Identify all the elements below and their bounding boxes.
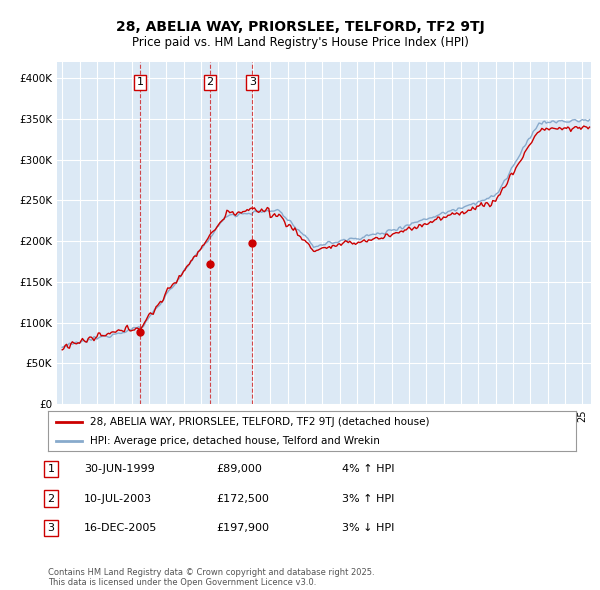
Text: 4% ↑ HPI: 4% ↑ HPI — [342, 464, 395, 474]
Text: 30-JUN-1999: 30-JUN-1999 — [84, 464, 155, 474]
Text: 3% ↓ HPI: 3% ↓ HPI — [342, 523, 394, 533]
Text: £197,900: £197,900 — [216, 523, 269, 533]
Text: £89,000: £89,000 — [216, 464, 262, 474]
Text: 3: 3 — [47, 523, 55, 533]
Text: Contains HM Land Registry data © Crown copyright and database right 2025.
This d: Contains HM Land Registry data © Crown c… — [48, 568, 374, 587]
Text: 28, ABELIA WAY, PRIORSLEE, TELFORD, TF2 9TJ (detached house): 28, ABELIA WAY, PRIORSLEE, TELFORD, TF2 … — [90, 418, 430, 428]
Text: 3: 3 — [249, 77, 256, 87]
Text: 3% ↑ HPI: 3% ↑ HPI — [342, 494, 394, 503]
Text: 28, ABELIA WAY, PRIORSLEE, TELFORD, TF2 9TJ: 28, ABELIA WAY, PRIORSLEE, TELFORD, TF2 … — [116, 19, 484, 34]
Text: £172,500: £172,500 — [216, 494, 269, 503]
Text: 1: 1 — [137, 77, 144, 87]
Text: 1: 1 — [47, 464, 55, 474]
Text: HPI: Average price, detached house, Telford and Wrekin: HPI: Average price, detached house, Telf… — [90, 437, 380, 446]
Text: Price paid vs. HM Land Registry's House Price Index (HPI): Price paid vs. HM Land Registry's House … — [131, 36, 469, 49]
Text: 10-JUL-2003: 10-JUL-2003 — [84, 494, 152, 503]
Text: 2: 2 — [206, 77, 214, 87]
Text: 2: 2 — [47, 494, 55, 503]
Text: 16-DEC-2005: 16-DEC-2005 — [84, 523, 157, 533]
